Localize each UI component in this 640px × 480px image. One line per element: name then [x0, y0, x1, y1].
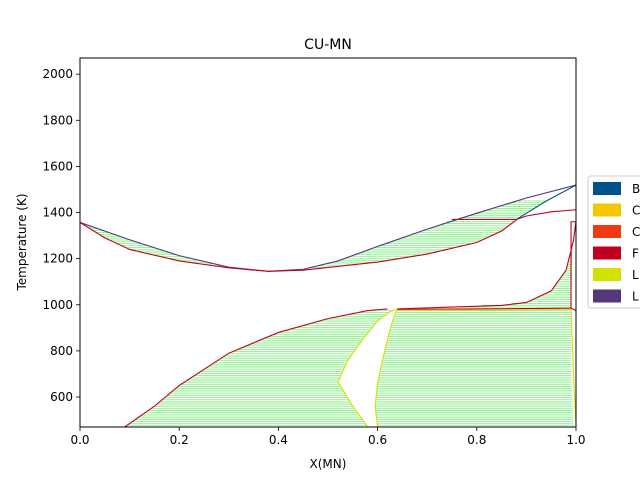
- legend-swatch: [593, 225, 621, 238]
- phase-boundary-line: [570, 307, 576, 312]
- phase-boundary-line: [80, 184, 576, 272]
- y-tick-label: 1600: [42, 159, 73, 173]
- tie-lines: [81, 200, 576, 427]
- legend-swatch: [593, 182, 621, 195]
- legend-label: L: [632, 290, 639, 304]
- x-tick-label: 0.2: [170, 433, 189, 447]
- phase-boundary-line: [80, 219, 517, 272]
- y-tick-label: 1400: [42, 206, 73, 220]
- phase-boundary-line: [374, 308, 398, 427]
- plot-frame: [79, 57, 577, 428]
- legend-swatch: [593, 268, 621, 281]
- phase-boundary-line: [570, 309, 576, 427]
- legend-label: C: [632, 204, 640, 218]
- y-tick-label: 600: [50, 390, 73, 404]
- y-axis-label: Temperature (K): [15, 193, 29, 291]
- legend-label: B: [632, 182, 640, 196]
- x-tick-label: 1.0: [566, 433, 585, 447]
- x-axis-label: X(MN): [310, 457, 347, 471]
- legend-label: F: [632, 247, 639, 261]
- phase-boundary-line: [516, 209, 576, 220]
- y-tick-label: 800: [50, 344, 73, 358]
- phase-boundary-line: [570, 221, 576, 309]
- legend-label: L: [632, 268, 639, 282]
- phase-boundaries: [80, 184, 576, 427]
- legend-swatch: [593, 246, 621, 260]
- legend-swatch: [593, 203, 621, 217]
- phase-boundary-line: [337, 308, 398, 427]
- x-tick-label: 0.8: [467, 433, 486, 447]
- x-tick-label: 0.6: [368, 433, 387, 447]
- legend-label: C: [632, 225, 640, 239]
- y-axis: 600 800 1000 1200 1400 1600 1800 2000: [42, 67, 80, 404]
- phase-boundary-line: [397, 221, 576, 310]
- x-tick-label: 0.4: [269, 433, 288, 447]
- chart-title: CU-MN: [304, 37, 352, 53]
- phase-boundary-line: [516, 184, 576, 220]
- phase-boundary-line: [124, 308, 388, 427]
- y-tick-label: 1200: [42, 252, 73, 266]
- legend-swatch: [593, 289, 621, 303]
- y-tick-label: 2000: [42, 67, 73, 81]
- phase-boundary-line: [397, 308, 572, 312]
- y-tick-label: 1000: [42, 298, 73, 312]
- y-tick-label: 1800: [42, 113, 73, 127]
- x-axis: 0.0 0.2 0.4 0.6 0.8 1.0: [70, 427, 586, 447]
- x-tick-label: 0.0: [70, 433, 89, 447]
- phase-boundary-line: [397, 307, 572, 310]
